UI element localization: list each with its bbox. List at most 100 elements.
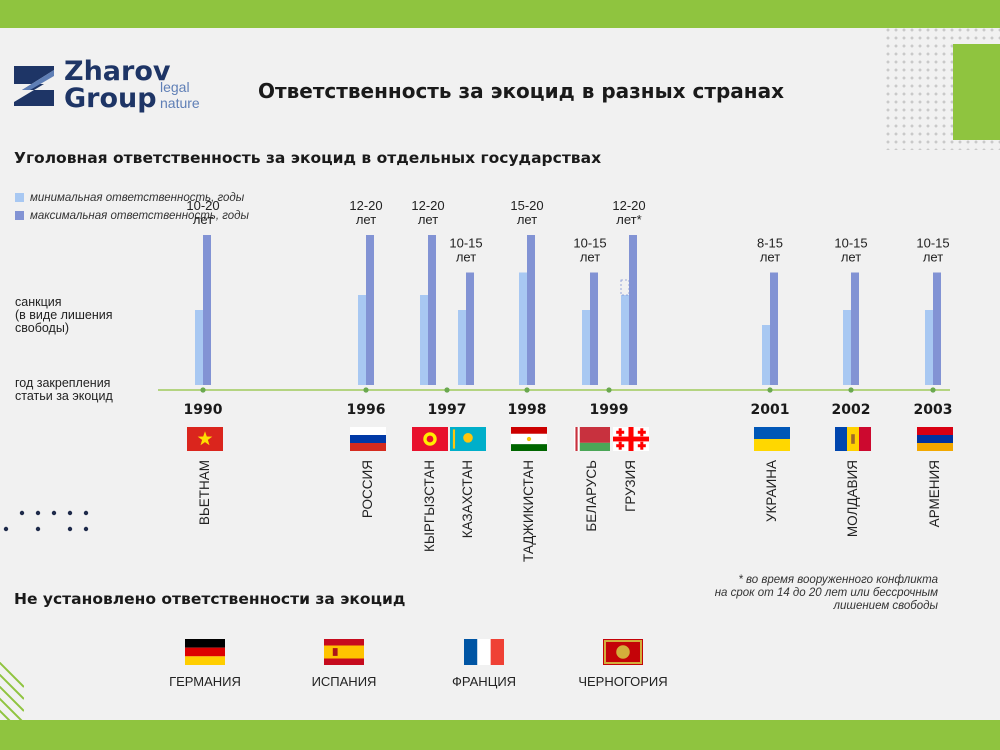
year-label: 1997 [428,402,467,418]
data-label-unit: лет [517,212,537,227]
year-label: 1998 [508,402,547,418]
no-liability-title: Не установлено ответственности за экоцид [14,590,406,608]
country-name: БЕЛАРУСЬ [584,460,599,532]
year-label: 2001 [751,402,790,418]
bottom-accent-band [0,720,1000,750]
brand-tagline-line1: legal [160,79,190,95]
decorative-corner-stripes [0,661,24,720]
country-name: АРМЕНИЯ [927,460,942,527]
no-liability-country-name: ЧЕРНОГОРИЯ [578,674,668,689]
no-liability-country-name: ГЕРМАНИЯ [169,674,241,689]
bar-conflict-hint [620,279,630,296]
logo-mark-icon [14,66,54,106]
flag-md-icon [835,427,871,451]
bar-max [466,272,474,385]
timeline-dot [767,387,773,393]
bar-max [629,235,637,385]
flag-me-icon [603,639,643,665]
country-name: ГРУЗИЯ [623,460,638,512]
data-label-range: 15-20 [510,198,543,213]
bar-min [420,295,428,385]
footnote-line-3: лишением свободы [833,600,938,612]
year-label: 1990 [184,402,223,418]
data-label-unit: лет [193,212,213,227]
data-label-range: 10-15 [449,236,482,251]
row-label-year-2: статьи за экоцид [15,389,113,403]
bar-max [203,235,211,385]
footnote: * во время вооруженного конфликта на сро… [650,574,938,613]
legend-max-label: максимальная ответственность, годы [30,210,249,222]
flag-kg-icon [412,427,448,451]
flag-am-icon [917,427,953,451]
data-label-unit: лет* [616,212,641,227]
timeline-dot [606,387,612,393]
chart-subtitle: Уголовная ответственность за экоцид в от… [14,149,602,167]
flag-ru-icon [350,427,386,451]
row-label-sanction: санкция (в виде лишения свободы) [15,296,113,335]
year-label: 1999 [590,402,629,418]
row-label-year: год закрепления статьи за экоцид [15,377,113,403]
row-label-sanction-2: (в виде лишения [15,308,113,322]
timeline-dot [524,387,530,393]
timeline-dot [848,387,854,393]
page-title: Ответственность за экоцид в разных стран… [258,79,785,103]
no-liability-country-name: ИСПАНИЯ [311,674,377,689]
bar-max [770,272,778,385]
flag-tj-icon [511,427,547,451]
year-label: 1996 [347,402,386,418]
timeline-dot [930,387,936,393]
data-label-unit: лет [923,250,943,265]
bar-min [458,310,466,385]
data-label-unit: лет [580,250,600,265]
year-label: 2003 [914,402,953,418]
data-label-unit: лет [356,212,376,227]
bar-max [590,272,598,385]
bar-min [621,295,629,385]
flag-fr-icon [464,639,504,665]
row-label-sanction-1: санкция [15,295,62,309]
flag-kz-icon [450,427,486,451]
row-label-sanction-3: свободы) [15,321,69,335]
data-label-unit: лет [760,250,780,265]
data-label-unit: лет [841,250,861,265]
country-name: КЫРГЫЗСТАН [422,460,437,552]
bar-max [933,272,941,385]
country-name: РОССИЯ [360,460,375,518]
country-name: ТАДЖИКИСТАН [521,460,536,562]
timeline-dot [200,387,206,393]
bar-max [428,235,436,385]
flag-ge-icon [613,427,649,451]
chart-area: 10-20летВЬЕТНАМ199012-20летРОССИЯ199612-… [3,198,953,562]
data-label-range: 10-20 [186,198,219,213]
country-name: КАЗАХСТАН [460,460,475,538]
country-name: ВЬЕТНАМ [197,460,212,525]
legend-min-swatch [15,193,24,202]
data-label-unit: лет [456,250,476,265]
legend-max: максимальная ответственность, годы [15,210,249,222]
legend-min-label: минимальная ответственность, годы [30,192,245,204]
flag-ua-icon [754,427,790,451]
bar-min [519,272,527,385]
bar-min [358,295,366,385]
brand-tagline-line2: nature [160,95,200,111]
decorative-green-square [953,44,1000,140]
bar-max [366,235,374,385]
country-name: МОЛДАВИЯ [845,460,860,537]
data-label-range: 10-15 [916,236,949,251]
legend-max-swatch [15,211,24,220]
bar-max [851,272,859,385]
data-label-range: 12-20 [411,198,444,213]
bar-max [527,235,535,385]
bar-min [843,310,851,385]
no-liability-country-name: ФРАНЦИЯ [451,674,517,689]
data-label-unit: лет [418,212,438,227]
brand-name-line1: Zharov [64,56,171,87]
